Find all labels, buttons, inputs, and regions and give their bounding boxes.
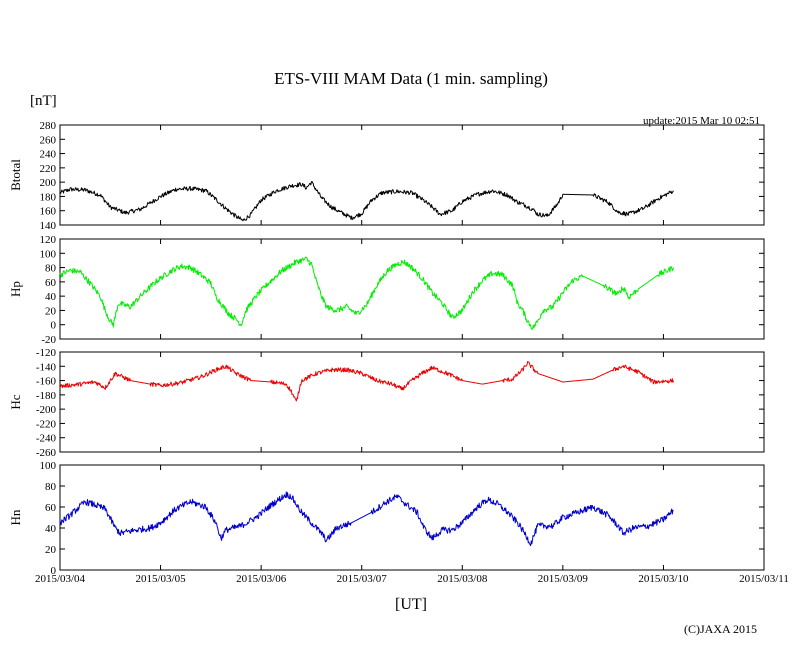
x-tick-label: 2015/03/06 [236, 573, 287, 585]
y-axis-label-hp: Hp [8, 281, 23, 297]
y-tick-label-btotal: 160 [40, 206, 57, 218]
y-tick-label-hc: -160 [36, 376, 57, 388]
y-tick-label-btotal: 200 [40, 177, 57, 189]
y-tick-label-hp: -20 [41, 334, 56, 346]
y-axis-label-btotal: Btotal [8, 159, 23, 191]
panel-hn: 0 20 40 60 80 100 Hn [8, 460, 765, 577]
y-tick-label-hn: 60 [45, 502, 57, 514]
panel-frame-btotal [59, 124, 765, 226]
panel-hc: -260 -240 -220 -200 -180 -160 -140 -120 Hc [8, 347, 765, 459]
y-tick-label-hn: 0 [51, 565, 57, 577]
x-tick-label: 2015/03/08 [437, 573, 488, 585]
y-tick-label-hc: -240 [36, 433, 57, 445]
x-tick-label: 2015/03/04 [35, 573, 86, 585]
unit-label: [nT] [30, 93, 57, 109]
x-axis-title: [UT] [395, 596, 427, 613]
panel-frame-hc [59, 351, 765, 453]
update-timestamp: update:2015 Mar 10 02:51 [643, 115, 760, 127]
panel-btotal: 140 160 180 200 220 240 260 280 Btotal [8, 120, 765, 232]
y-tick-label-hc: -220 [36, 418, 57, 430]
x-tick-label: 2015/03/11 [739, 573, 789, 585]
x-tick-label: 2015/03/09 [538, 573, 589, 585]
y-tick-label-btotal: 220 [40, 163, 57, 175]
y-tick-label-hp: 100 [40, 248, 57, 260]
series-line-btotal [59, 180, 674, 222]
x-tick-label: 2015/03/07 [337, 573, 388, 585]
x-tick-label: 2015/03/05 [136, 573, 187, 585]
y-tick-label-btotal: 140 [40, 220, 57, 232]
y-tick-label-hc: -180 [36, 390, 57, 402]
y-tick-label-hp: 0 [51, 320, 57, 332]
panel-frame-hn [59, 464, 765, 571]
y-tick-label-btotal: 260 [40, 134, 57, 146]
chart-title: ETS-VIII MAM Data (1 min. sampling) [274, 69, 548, 88]
series-line-hp [59, 256, 674, 330]
y-tick-label-btotal: 240 [40, 149, 57, 161]
series-line-hc [59, 361, 674, 402]
y-tick-label-hn: 100 [40, 460, 57, 472]
x-tick-label: 2015/03/10 [638, 573, 689, 585]
panel-hp: -20 0 20 40 60 80 100 120 Hp [8, 234, 765, 346]
x-tick-labels: 2015/03/04 2015/03/05 2015/03/06 2015/03/07… [35, 573, 789, 585]
y-tick-label-hp: 40 [45, 291, 57, 303]
y-tick-label-btotal: 180 [40, 191, 57, 203]
y-tick-label-hc: -260 [36, 447, 57, 459]
y-tick-label-btotal: 280 [40, 120, 57, 132]
y-tick-label-hn: 40 [45, 523, 57, 535]
y-tick-label-hn: 20 [45, 544, 57, 556]
panels-group: 140160180200220240260280Btotal-200204060… [8, 120, 765, 577]
y-tick-label-hp: 60 [45, 277, 57, 289]
y-tick-label-hc: -200 [36, 404, 57, 416]
y-axis-label-hn: Hn [8, 509, 23, 525]
y-tick-label-hp: 80 [45, 263, 57, 275]
series-line-hn [59, 491, 674, 547]
copyright-text: (C)JAXA 2015 [684, 622, 757, 636]
y-tick-label-hc: -140 [36, 361, 57, 373]
y-tick-label-hc: -120 [36, 347, 57, 359]
y-tick-label-hn: 80 [45, 481, 57, 493]
y-tick-label-hp: 20 [45, 305, 57, 317]
panel-frame-hp [59, 238, 765, 340]
y-tick-label-hp: 120 [40, 234, 57, 246]
y-axis-label-hc: Hc [8, 394, 23, 409]
